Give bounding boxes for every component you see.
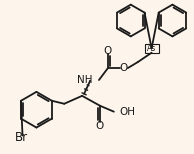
Text: O: O bbox=[104, 46, 112, 56]
Text: As: As bbox=[147, 44, 156, 53]
Bar bbox=[145, 44, 158, 53]
Text: O: O bbox=[120, 63, 128, 73]
Text: NH: NH bbox=[77, 75, 92, 85]
Text: O: O bbox=[96, 121, 104, 131]
Text: OH: OH bbox=[120, 107, 136, 117]
Text: Br: Br bbox=[15, 131, 28, 144]
